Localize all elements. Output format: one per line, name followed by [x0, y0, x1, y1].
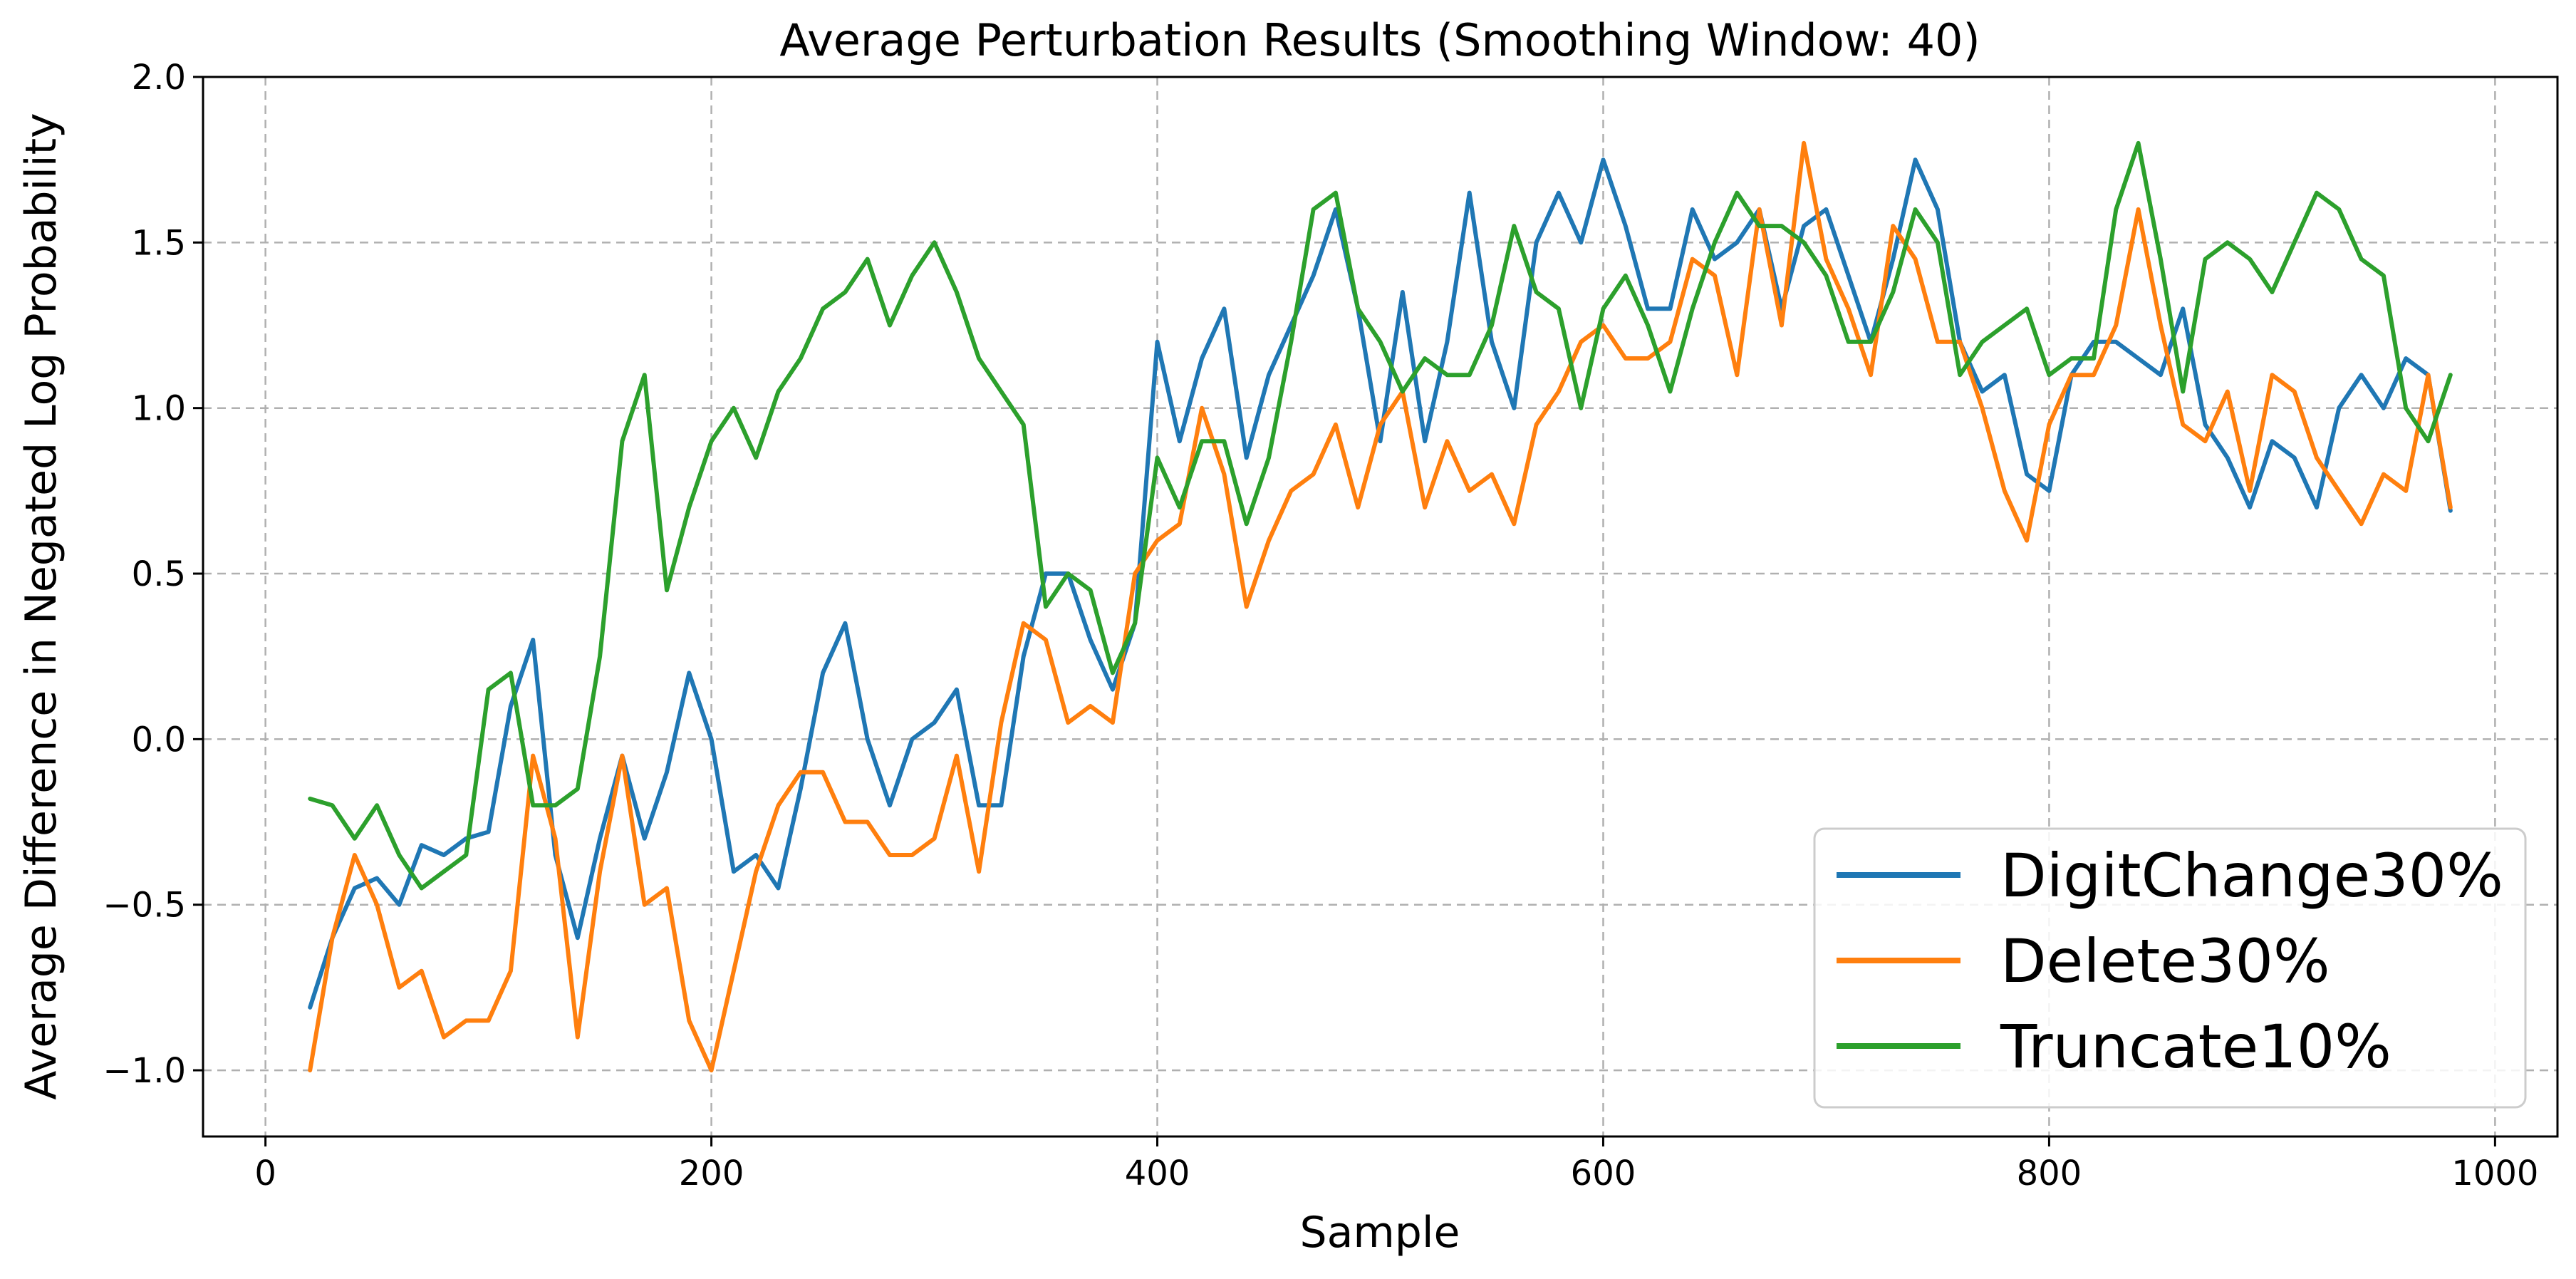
series-line-truncate10-	[308, 140, 2453, 891]
y-axis: −1.0 −0.5 0.0 0.5 1.0 1.5 2.0	[103, 58, 203, 1091]
y-tick-label: −0.5	[103, 886, 186, 926]
x-tick-label: 600	[1571, 1154, 1636, 1193]
legend-box	[1813, 827, 2527, 1109]
y-tick-label: −1.0	[103, 1051, 186, 1091]
y-tick-label: 0.5	[132, 554, 186, 594]
x-tick-label: 400	[1125, 1154, 1190, 1193]
legend: DigitChange30% Delete30% Truncate10%	[1813, 827, 2527, 1109]
x-tick-label: 800	[2017, 1154, 2082, 1193]
x-tick-label: 0	[254, 1154, 276, 1193]
y-axis-label: Average Difference in Negated Log Probab…	[16, 113, 66, 1099]
legend-label: DigitChange30%	[2000, 841, 2503, 911]
legend-label: Truncate10%	[2000, 1012, 2391, 1082]
x-tick-label: 200	[679, 1154, 744, 1193]
chart-title: Average Perturbation Results (Smoothing …	[779, 14, 1980, 66]
y-tick-label: 1.0	[132, 389, 186, 429]
y-tick-label: 0.0	[132, 720, 186, 760]
x-axis-label: Sample	[1300, 1208, 1460, 1258]
legend-label: Delete30%	[2000, 926, 2330, 996]
series-line-digitchange30-	[308, 157, 2453, 1010]
plot-frame	[202, 76, 2559, 1138]
series-layer	[308, 140, 2453, 1073]
x-tick-label: 1000	[2451, 1154, 2538, 1193]
y-tick-label: 1.5	[132, 223, 186, 263]
series-line-delete30-	[308, 140, 2453, 1073]
x-axis: 0 200 400 600 800 1000	[254, 1136, 2538, 1193]
y-tick-label: 2.0	[132, 58, 186, 98]
